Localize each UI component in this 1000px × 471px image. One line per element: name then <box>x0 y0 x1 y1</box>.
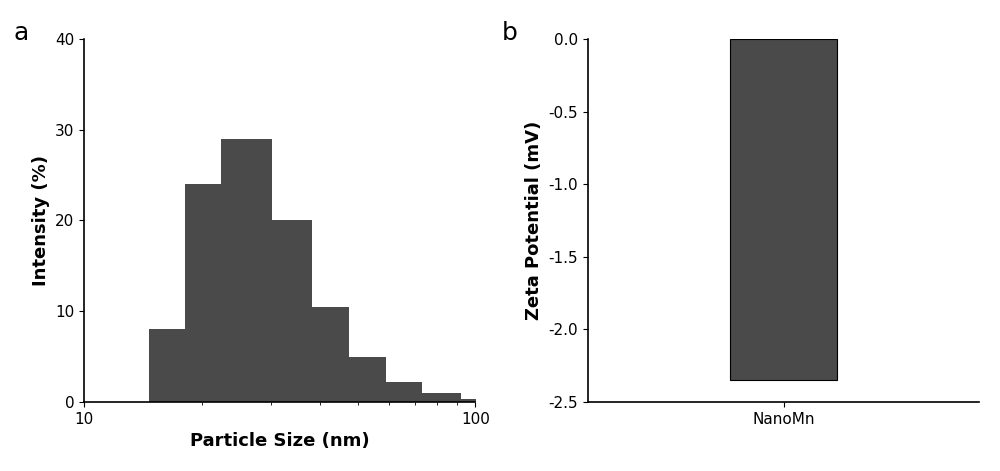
Y-axis label: Intensity (%): Intensity (%) <box>32 155 50 286</box>
Y-axis label: Zeta Potential (mV): Zeta Potential (mV) <box>525 121 543 320</box>
X-axis label: Particle Size (nm): Particle Size (nm) <box>190 432 370 450</box>
Text: b: b <box>502 21 518 45</box>
Text: a: a <box>14 21 29 45</box>
Bar <box>730 39 837 380</box>
